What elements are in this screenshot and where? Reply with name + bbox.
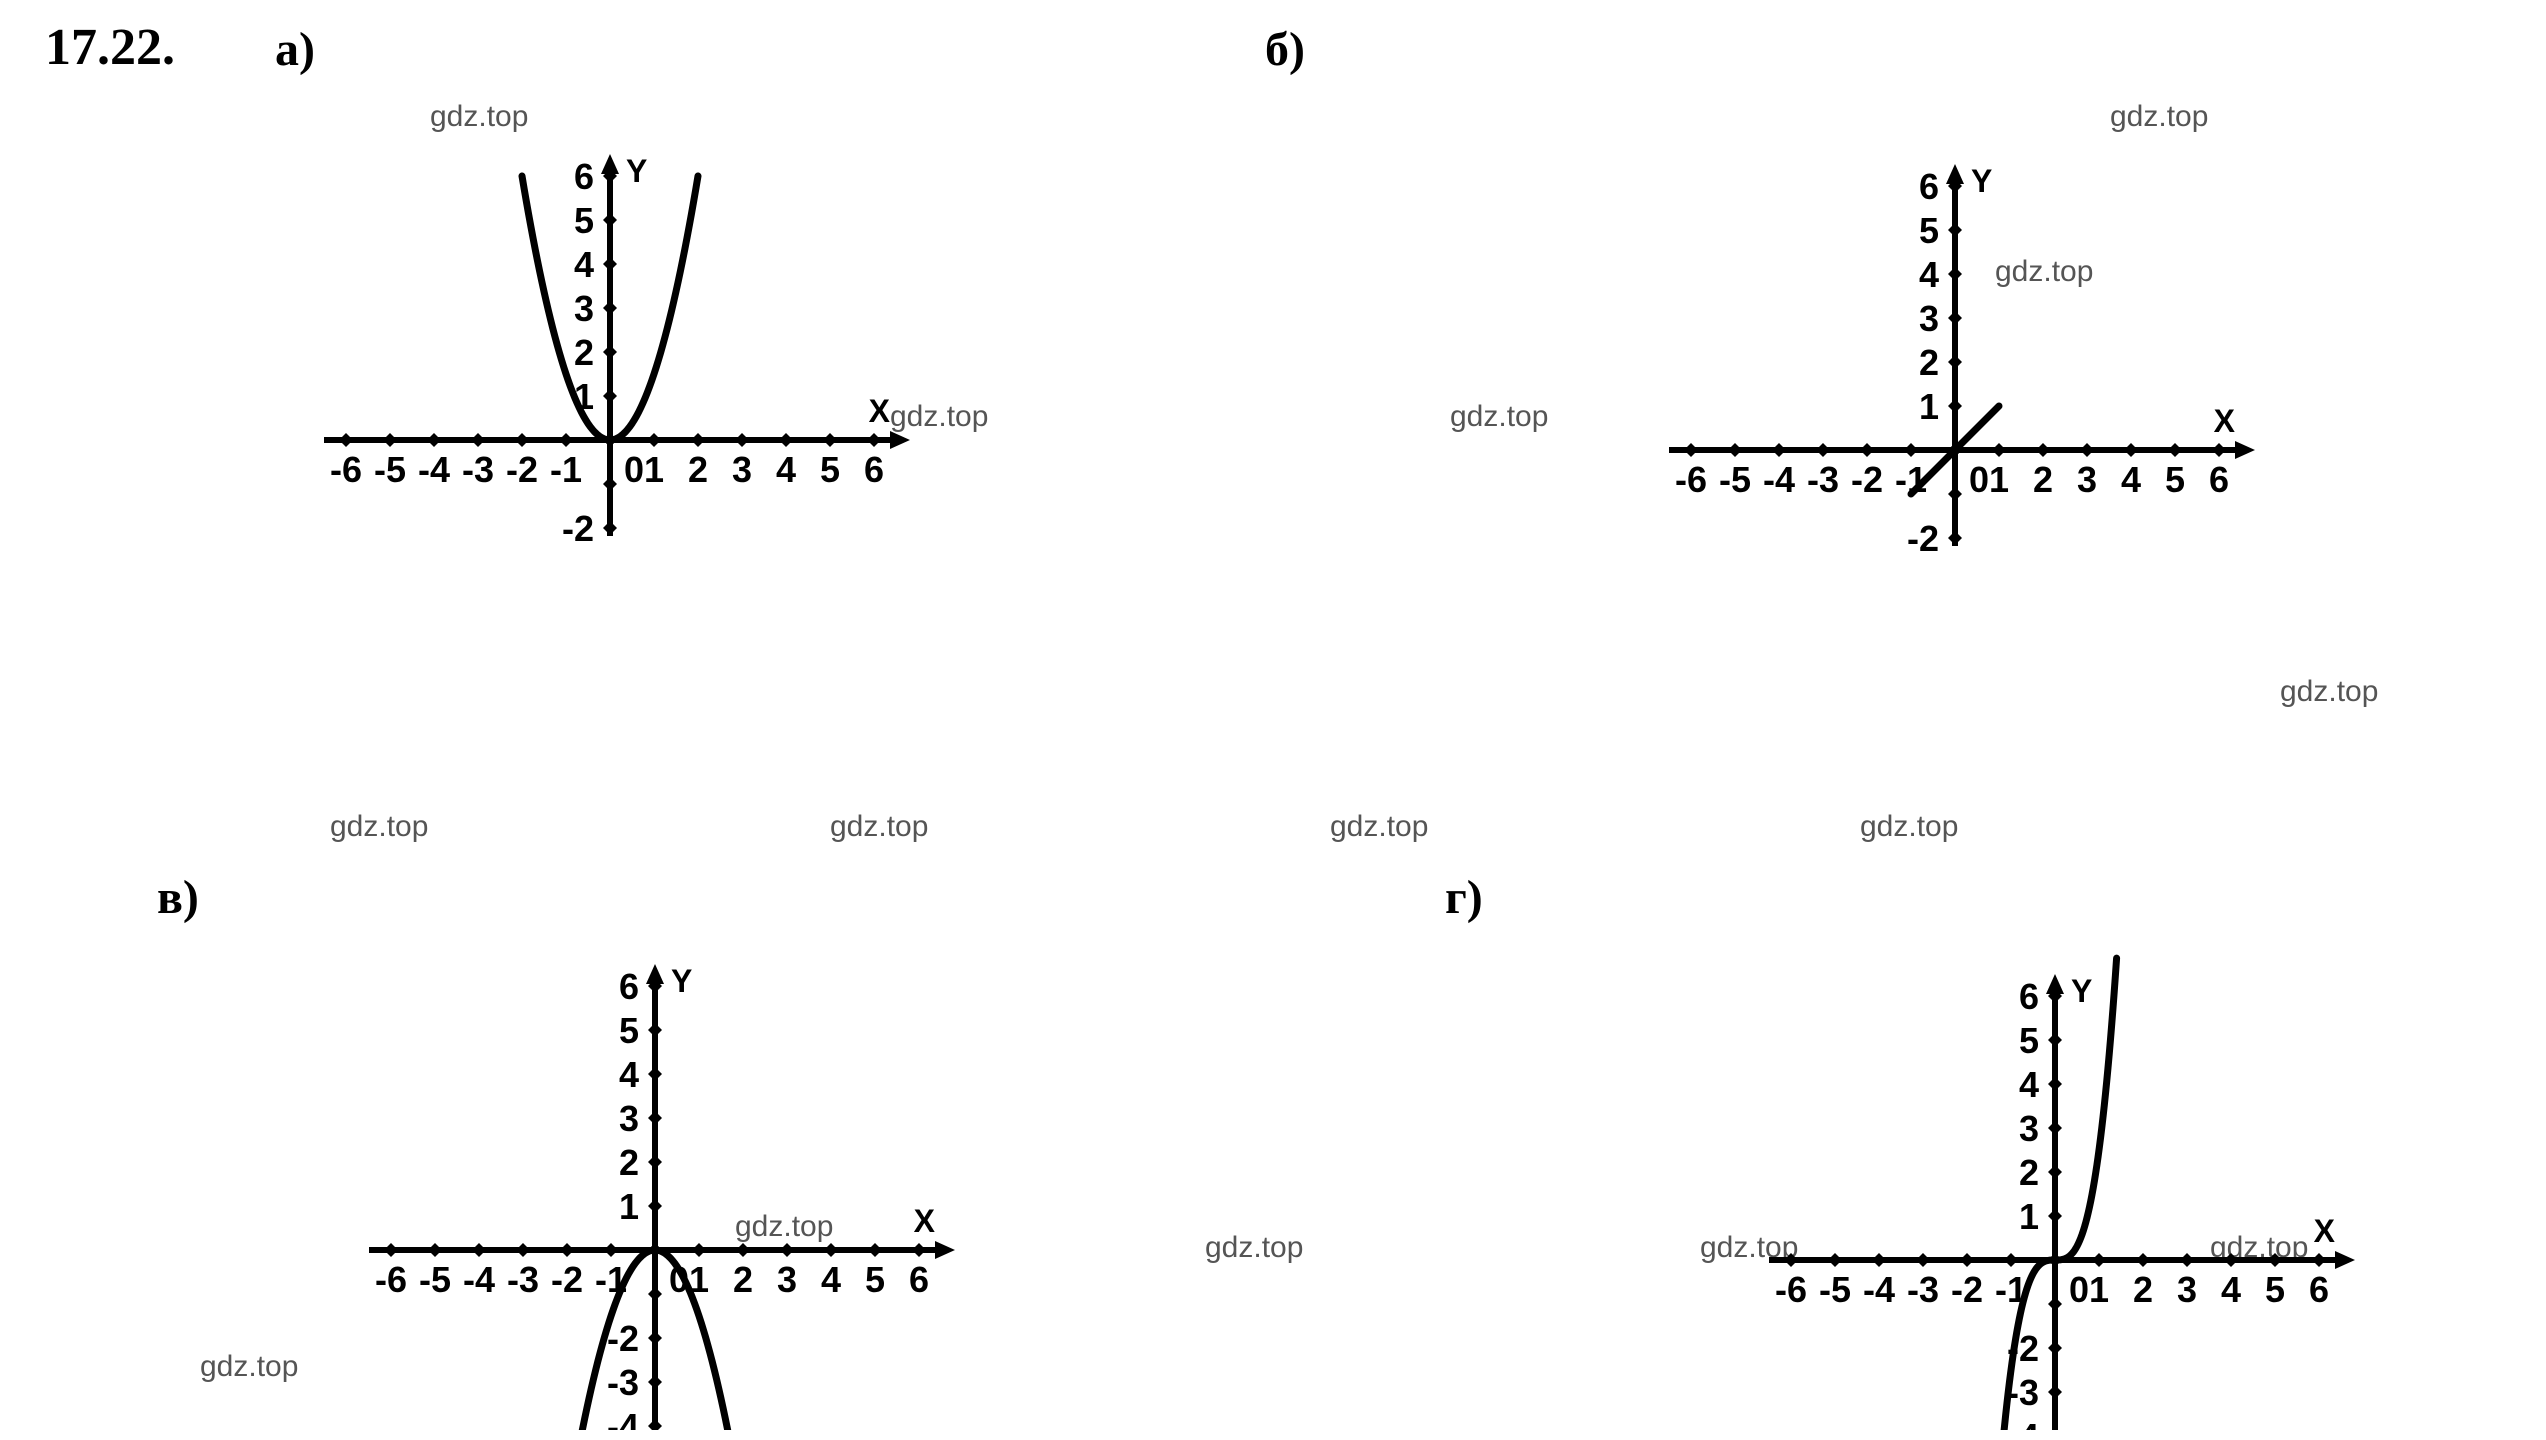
svg-text:-3: -3	[607, 1362, 639, 1403]
svg-text:-2: -2	[551, 1259, 583, 1300]
svg-text:X: X	[2214, 403, 2236, 439]
page-container: 17.22. а) б) в) г) gdz.topgdz.topgdz.top…	[0, 0, 2546, 1440]
svg-text:2: 2	[574, 332, 594, 373]
svg-text:4: 4	[574, 244, 594, 285]
svg-text:-4: -4	[1863, 1269, 1895, 1310]
svg-text:-4: -4	[418, 449, 450, 490]
svg-text:3: 3	[732, 449, 752, 490]
svg-text:4: 4	[2121, 459, 2141, 500]
svg-text:2: 2	[733, 1259, 753, 1300]
svg-text:2: 2	[619, 1142, 639, 1183]
svg-text:1: 1	[619, 1186, 639, 1227]
svg-text:5: 5	[2165, 459, 2185, 500]
watermark: gdz.top	[2280, 675, 2378, 709]
svg-text:-1: -1	[550, 449, 582, 490]
svg-text:1: 1	[2089, 1269, 2109, 1310]
svg-text:0: 0	[2069, 1269, 2089, 1310]
chart-a: -6-5-4-3-2-11234560123456-2XY	[50, 140, 1170, 640]
svg-text:-2: -2	[1851, 459, 1883, 500]
svg-text:-4: -4	[2007, 1416, 2039, 1430]
svg-text:3: 3	[2177, 1269, 2197, 1310]
svg-text:2: 2	[2033, 459, 2053, 500]
svg-text:5: 5	[865, 1259, 885, 1300]
svg-text:3: 3	[574, 288, 594, 329]
svg-text:6: 6	[574, 156, 594, 197]
svg-text:6: 6	[2309, 1269, 2329, 1310]
svg-text:5: 5	[2019, 1020, 2039, 1061]
svg-text:3: 3	[619, 1098, 639, 1139]
svg-text:-5: -5	[1719, 459, 1751, 500]
svg-text:4: 4	[1919, 254, 1939, 295]
svg-text:-3: -3	[1907, 1269, 1939, 1310]
label-b: б)	[1265, 22, 1305, 77]
svg-text:4: 4	[776, 449, 796, 490]
svg-text:2: 2	[2019, 1152, 2039, 1193]
label-a: а)	[275, 22, 315, 77]
svg-text:X: X	[2314, 1213, 2336, 1249]
svg-text:-3: -3	[462, 449, 494, 490]
svg-text:Y: Y	[1971, 163, 1992, 199]
svg-text:2: 2	[688, 449, 708, 490]
svg-text:4: 4	[821, 1259, 841, 1300]
svg-text:4: 4	[619, 1054, 639, 1095]
label-g: г)	[1445, 870, 1483, 925]
svg-text:-6: -6	[375, 1259, 407, 1300]
chart-v: -6-5-4-3-2-11234560123456-2-3-4-5-6XY	[100, 850, 1220, 1430]
svg-text:3: 3	[2019, 1108, 2039, 1149]
watermark: gdz.top	[330, 810, 428, 844]
svg-text:-3: -3	[1807, 459, 1839, 500]
svg-text:-2: -2	[562, 508, 594, 549]
watermark: gdz.top	[430, 100, 528, 134]
svg-text:1: 1	[1919, 386, 1939, 427]
svg-text:-5: -5	[374, 449, 406, 490]
svg-text:X: X	[869, 393, 891, 429]
svg-text:6: 6	[619, 966, 639, 1007]
svg-text:Y: Y	[2071, 973, 2092, 1009]
svg-text:0: 0	[1969, 459, 1989, 500]
watermark: gdz.top	[2110, 100, 2208, 134]
svg-text:1: 1	[1989, 459, 2009, 500]
svg-text:6: 6	[2209, 459, 2229, 500]
svg-text:6: 6	[864, 449, 884, 490]
watermark: gdz.top	[830, 810, 928, 844]
svg-text:-5: -5	[1819, 1269, 1851, 1310]
svg-text:-6: -6	[1775, 1269, 1807, 1310]
svg-text:2: 2	[2133, 1269, 2153, 1310]
svg-text:-4: -4	[463, 1259, 495, 1300]
svg-text:6: 6	[2019, 976, 2039, 1017]
svg-text:Y: Y	[626, 153, 647, 189]
svg-text:3: 3	[777, 1259, 797, 1300]
svg-text:-2: -2	[506, 449, 538, 490]
svg-text:3: 3	[2077, 459, 2097, 500]
svg-text:6: 6	[909, 1259, 929, 1300]
svg-text:-4: -4	[607, 1406, 639, 1430]
chart-g: -6-5-4-3-2-11234560123456-2-3-4-5XY	[1500, 850, 2546, 1430]
svg-text:5: 5	[574, 200, 594, 241]
svg-text:3: 3	[1919, 298, 1939, 339]
problem-number: 17.22.	[45, 18, 175, 77]
svg-text:-3: -3	[507, 1259, 539, 1300]
watermark: gdz.top	[1330, 810, 1428, 844]
watermark: gdz.top	[1860, 810, 1958, 844]
svg-text:1: 1	[2019, 1196, 2039, 1237]
svg-text:6: 6	[1919, 166, 1939, 207]
svg-text:-2: -2	[1907, 518, 1939, 559]
svg-text:5: 5	[2265, 1269, 2285, 1310]
svg-text:-5: -5	[419, 1259, 451, 1300]
svg-text:-4: -4	[1763, 459, 1795, 500]
svg-text:-6: -6	[1675, 459, 1707, 500]
svg-text:Y: Y	[671, 963, 692, 999]
svg-text:X: X	[914, 1203, 936, 1239]
svg-text:5: 5	[619, 1010, 639, 1051]
svg-text:4: 4	[2221, 1269, 2241, 1310]
svg-text:1: 1	[644, 449, 664, 490]
svg-text:-2: -2	[1951, 1269, 1983, 1310]
svg-text:0: 0	[624, 449, 644, 490]
svg-text:2: 2	[1919, 342, 1939, 383]
svg-text:4: 4	[2019, 1064, 2039, 1105]
chart-b: -6-5-4-3-2-11234560123456-2XY	[1400, 140, 2520, 640]
svg-text:-6: -6	[330, 449, 362, 490]
svg-text:5: 5	[820, 449, 840, 490]
svg-text:5: 5	[1919, 210, 1939, 251]
